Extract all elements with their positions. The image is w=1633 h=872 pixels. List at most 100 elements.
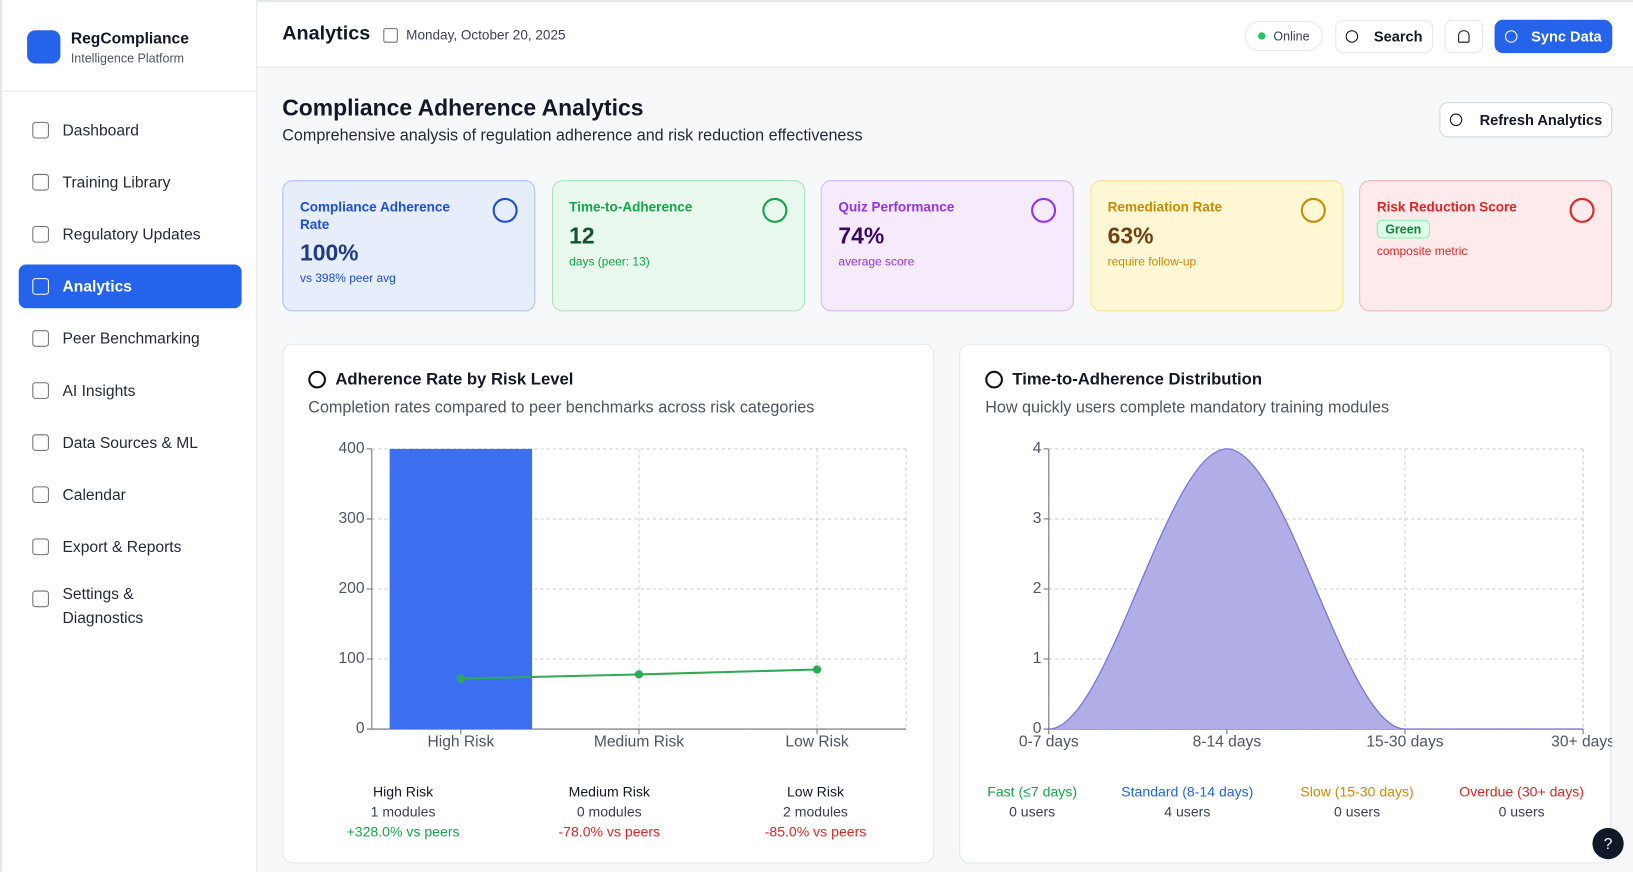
brand: RegCompliance [70, 30, 189, 48]
summary-item: Low Risk 2 modules -85.0% vs peers [765, 782, 867, 841]
x-tick-label: 30+ days [1551, 734, 1612, 751]
chart-icon [308, 370, 326, 389]
y-tick-label: 1 [1033, 650, 1042, 667]
summary-item: Standard (8-14 days) 4 users [1121, 782, 1253, 822]
kpi-note: days (peer: 13) [569, 256, 650, 269]
search-button[interactable]: Search [1335, 19, 1434, 54]
summary-item: Slow (15-30 days) 0 users [1300, 782, 1413, 822]
kpi-label: Compliance Adherence Rate [299, 198, 450, 233]
chart-card: Adherence Rate by Risk Level Completion r… [282, 343, 935, 864]
chart-subtitle: Completion rates compared to peer benchm… [308, 398, 815, 417]
header: Analytics Monday, October 20, 2025 Onlin… [257, 0, 1633, 68]
summary-name: Overdue (30+ days) [1459, 784, 1584, 800]
summary-count: 0 users [1498, 804, 1545, 820]
summary-item: Fast (≤7 days) 0 users [987, 782, 1077, 822]
summary-count: 4 users [1164, 804, 1211, 820]
kpi-icon [761, 197, 787, 223]
nav-label: Settings & Diagnostics [62, 585, 144, 627]
nav-label: Regulatory Updates [62, 225, 201, 244]
kpi-card: Remediation Rate 63% require follow-up [1089, 180, 1344, 312]
nav-label: Analytics [62, 277, 132, 296]
kpi-value: 100% [299, 239, 359, 266]
summary-name: High Risk [372, 784, 434, 800]
nav-icon [32, 330, 49, 347]
kpi-icon [1031, 197, 1057, 223]
y-tick-label: 4 [1033, 440, 1042, 457]
x-tick-label: High Risk [427, 734, 494, 751]
nav-item[interactable]: Calendar [19, 473, 242, 517]
nav-item[interactable]: Analytics [18, 264, 242, 309]
kpi-label: Risk Reduction Score [1376, 198, 1517, 215]
nav-item[interactable]: Data Sources & ML [19, 421, 242, 465]
kpi-icon [492, 197, 518, 223]
nav-label: Export & Reports [62, 537, 182, 556]
kpi-card: Time-to-Adherence 12 days (peer: 13) [551, 180, 805, 312]
summary-name: Slow (15-30 days) [1300, 784, 1414, 800]
y-tick-label: 300 [338, 510, 364, 527]
refresh-label: Refresh Analytics [1479, 111, 1603, 129]
chart-card: Time-to-Adherence Distribution How quickl… [959, 343, 1612, 864]
bar [389, 448, 533, 730]
kpi-badge: Green [1376, 219, 1430, 239]
y-tick-label: 3 [1033, 510, 1042, 527]
y-tick-label: 0 [1033, 720, 1042, 737]
sync-button[interactable]: Sync Data [1494, 19, 1613, 54]
kpi-icon [1300, 197, 1326, 223]
nav-item[interactable]: AI Insights [19, 369, 242, 413]
kpi-note: average score [838, 256, 915, 269]
page-title: Compliance Adherence Analytics [282, 94, 644, 121]
summary-count: 0 users [1334, 804, 1381, 820]
chart-title: Adherence Rate by Risk Level [335, 370, 574, 389]
nav-icon [32, 226, 49, 243]
summary-name: Medium Risk [568, 784, 650, 800]
kpi-label: Time-to-Adherence [569, 198, 693, 215]
nav-item[interactable]: Dashboard [19, 108, 242, 152]
nav-label: Data Sources & ML [62, 433, 198, 452]
kpi-note: require follow-up [1107, 256, 1197, 269]
x-tick-label: Medium Risk [594, 734, 684, 751]
y-tick-label: 0 [356, 720, 365, 737]
chart: 0 1 2 3 4 0-7 days 8-14 days 15-30 days 30+ days [1019, 440, 1612, 751]
area-line [1048, 448, 1584, 730]
summary-count: 2 modules [783, 804, 848, 820]
calendar-icon [383, 28, 398, 43]
nav-icon [32, 590, 49, 608]
nav-label: Calendar [62, 485, 126, 504]
kpi-card: Risk Reduction Score Green composite metri… [1359, 180, 1613, 312]
nav-item[interactable]: Export & Reports [19, 525, 242, 569]
divider [2, 90, 258, 92]
nav-item[interactable]: Regulatory Updates [19, 212, 242, 256]
nav-item[interactable]: Peer Benchmarking [19, 317, 242, 361]
kpi-value: 63% [1107, 222, 1154, 249]
summary-item: Medium Risk 0 modules -78.0% vs peers [558, 782, 660, 841]
chart-title: Time-to-Adherence Distribution [1012, 370, 1263, 389]
sync-label: Sync Data [1531, 28, 1602, 45]
kpi-card: Quiz Performance 74% average score [820, 180, 1074, 312]
y-tick-label: 2 [1033, 580, 1042, 597]
kpi-icon [1569, 197, 1595, 223]
chart: 0 100 200 300 400 High Risk Medium Risk Low Ris… [338, 440, 907, 751]
nav-label: Peer Benchmarking [62, 329, 200, 348]
line-point [812, 665, 822, 674]
summary-count: 0 modules [576, 804, 642, 820]
x-tick-label: 15-30 days [1366, 734, 1443, 751]
kpi-label: Quiz Performance [838, 198, 955, 215]
kpi-note: composite metric [1376, 245, 1468, 259]
nav-item[interactable]: Training Library [19, 160, 242, 204]
x-tick-label: 0-7 days [1019, 734, 1079, 751]
x-tick-label: Low Risk [785, 734, 849, 751]
search-label: Search [1373, 28, 1423, 45]
kpi-card: Compliance Adherence Rate 100% vs 398% pee… [282, 180, 536, 312]
refresh-button[interactable]: Refresh Analytics [1439, 102, 1613, 138]
summary-name: Standard (8-14 days) [1121, 784, 1254, 800]
nav-icon [32, 278, 49, 295]
kpi-label: Remediation Rate [1107, 198, 1223, 215]
nav-label: Dashboard [62, 121, 139, 140]
nav-icon [32, 538, 49, 556]
nav-item[interactable]: Settings & Diagnostics [19, 577, 242, 635]
notifications-button[interactable] [1444, 19, 1484, 54]
help-button[interactable]: ? [1592, 827, 1624, 860]
nav-icon [32, 173, 49, 191]
